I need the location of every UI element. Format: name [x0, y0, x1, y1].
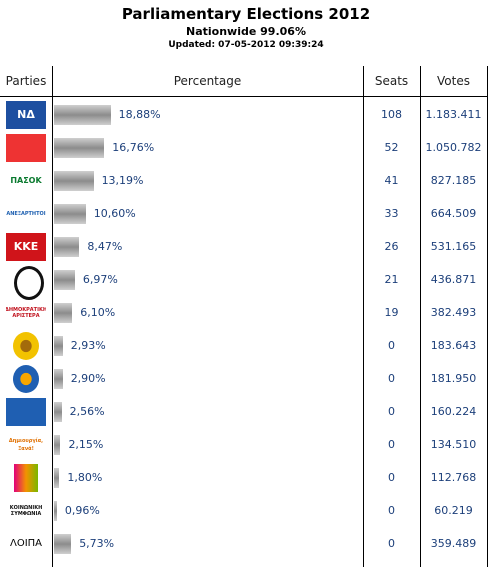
- percent-bar: [54, 105, 111, 125]
- votes: 382.493: [430, 306, 477, 319]
- header-rule: [0, 96, 487, 97]
- percent-label: 2,56%: [69, 405, 105, 418]
- percent-bar: [54, 501, 57, 521]
- votes: 134.510: [430, 438, 477, 451]
- percent-bar: [54, 237, 80, 257]
- percent-bar: [54, 369, 63, 389]
- percent-label: 1,80%: [67, 471, 103, 484]
- column-header: Parties: [5, 74, 47, 88]
- percent-label: 5,73%: [79, 537, 115, 550]
- percent-bar: [54, 534, 72, 554]
- votes: 183.643: [430, 339, 477, 352]
- party-logo: [13, 332, 39, 360]
- percent-bar: [54, 270, 75, 290]
- party-logo: Δημιουργία, Ξανά!: [8, 438, 44, 452]
- percent-bar: [54, 336, 63, 356]
- seats: 26: [384, 240, 399, 253]
- seats: 0: [388, 339, 395, 352]
- seats: 0: [388, 471, 395, 484]
- seats: 0: [388, 405, 395, 418]
- party-logo: ΑΝΕΞΑΡΤΗΤΟΙ: [6, 211, 46, 217]
- votes: 359.489: [430, 537, 477, 550]
- party-logo: ΚΟΙΝΩΝΙΚΗ ΣΥΜΦΩΝΙΑ: [9, 505, 43, 517]
- votes: 160.224: [430, 405, 477, 418]
- votes: 60.219: [434, 504, 473, 517]
- column-rule: [420, 66, 421, 567]
- percent-label: 2,15%: [68, 438, 104, 451]
- party-logo: [14, 266, 44, 300]
- column-rule: [52, 66, 53, 567]
- seats: 21: [384, 273, 399, 286]
- party-logo: [6, 134, 46, 162]
- party-logo: ΔΗΜΟΚΡΑΤΙΚΗ ΑΡΙΣΤΕΡΑ: [6, 307, 46, 319]
- updated: Updated: 07-05-2012 09:39:24: [168, 40, 324, 50]
- percent-label: 8,47%: [87, 240, 123, 253]
- column-rule: [487, 66, 488, 567]
- percent-label: 2,93%: [70, 339, 106, 352]
- percent-label: 0,96%: [64, 504, 100, 517]
- seats: 0: [388, 438, 395, 451]
- votes: 664.509: [430, 207, 477, 220]
- percent-bar: [54, 402, 62, 422]
- seats: 41: [384, 174, 399, 187]
- votes: 181.950: [430, 372, 477, 385]
- votes: 112.768: [430, 471, 477, 484]
- subtitle: Nationwide 99.06%: [186, 25, 306, 38]
- seats: 33: [384, 207, 399, 220]
- percent-label: 6,97%: [82, 273, 118, 286]
- column-header: Seats: [374, 74, 409, 88]
- seats: 0: [388, 372, 395, 385]
- seats: 108: [381, 108, 402, 121]
- percent-bar: [54, 303, 73, 323]
- percent-label: 18,88%: [118, 108, 161, 121]
- percent-label: 6,10%: [80, 306, 116, 319]
- percent-bar: [54, 138, 105, 158]
- percent-bar: [54, 204, 86, 224]
- column-rule: [363, 66, 364, 567]
- percent-label: 16,76%: [112, 141, 155, 154]
- party-logo: [14, 464, 38, 492]
- votes: 531.165: [430, 240, 477, 253]
- party-logo: ΛΟΙΠΑ: [9, 538, 43, 549]
- votes: 1.050.782: [425, 141, 482, 154]
- percent-bar: [54, 171, 94, 191]
- column-header: Votes: [437, 74, 470, 88]
- seats: 19: [384, 306, 399, 319]
- percent-label: 2,90%: [70, 372, 106, 385]
- votes: 1.183.411: [425, 108, 482, 121]
- party-logo: [6, 398, 46, 426]
- seats: 52: [384, 141, 399, 154]
- votes: 827.185: [430, 174, 477, 187]
- title: Parliamentary Elections 2012: [121, 5, 371, 23]
- party-logo: [13, 365, 39, 393]
- party-logo: ΝΔ: [6, 101, 46, 129]
- percent-label: 13,19%: [101, 174, 144, 187]
- percent-label: 10,60%: [93, 207, 136, 220]
- percent-bar: [54, 435, 61, 455]
- party-logo: KKE: [6, 233, 46, 261]
- column-header: Percentage: [173, 74, 242, 88]
- votes: 436.871: [430, 273, 477, 286]
- party-logo: ΠΑΣΟΚ: [10, 176, 42, 185]
- seats: 0: [388, 504, 395, 517]
- seats: 0: [388, 537, 395, 550]
- percent-bar: [54, 468, 60, 488]
